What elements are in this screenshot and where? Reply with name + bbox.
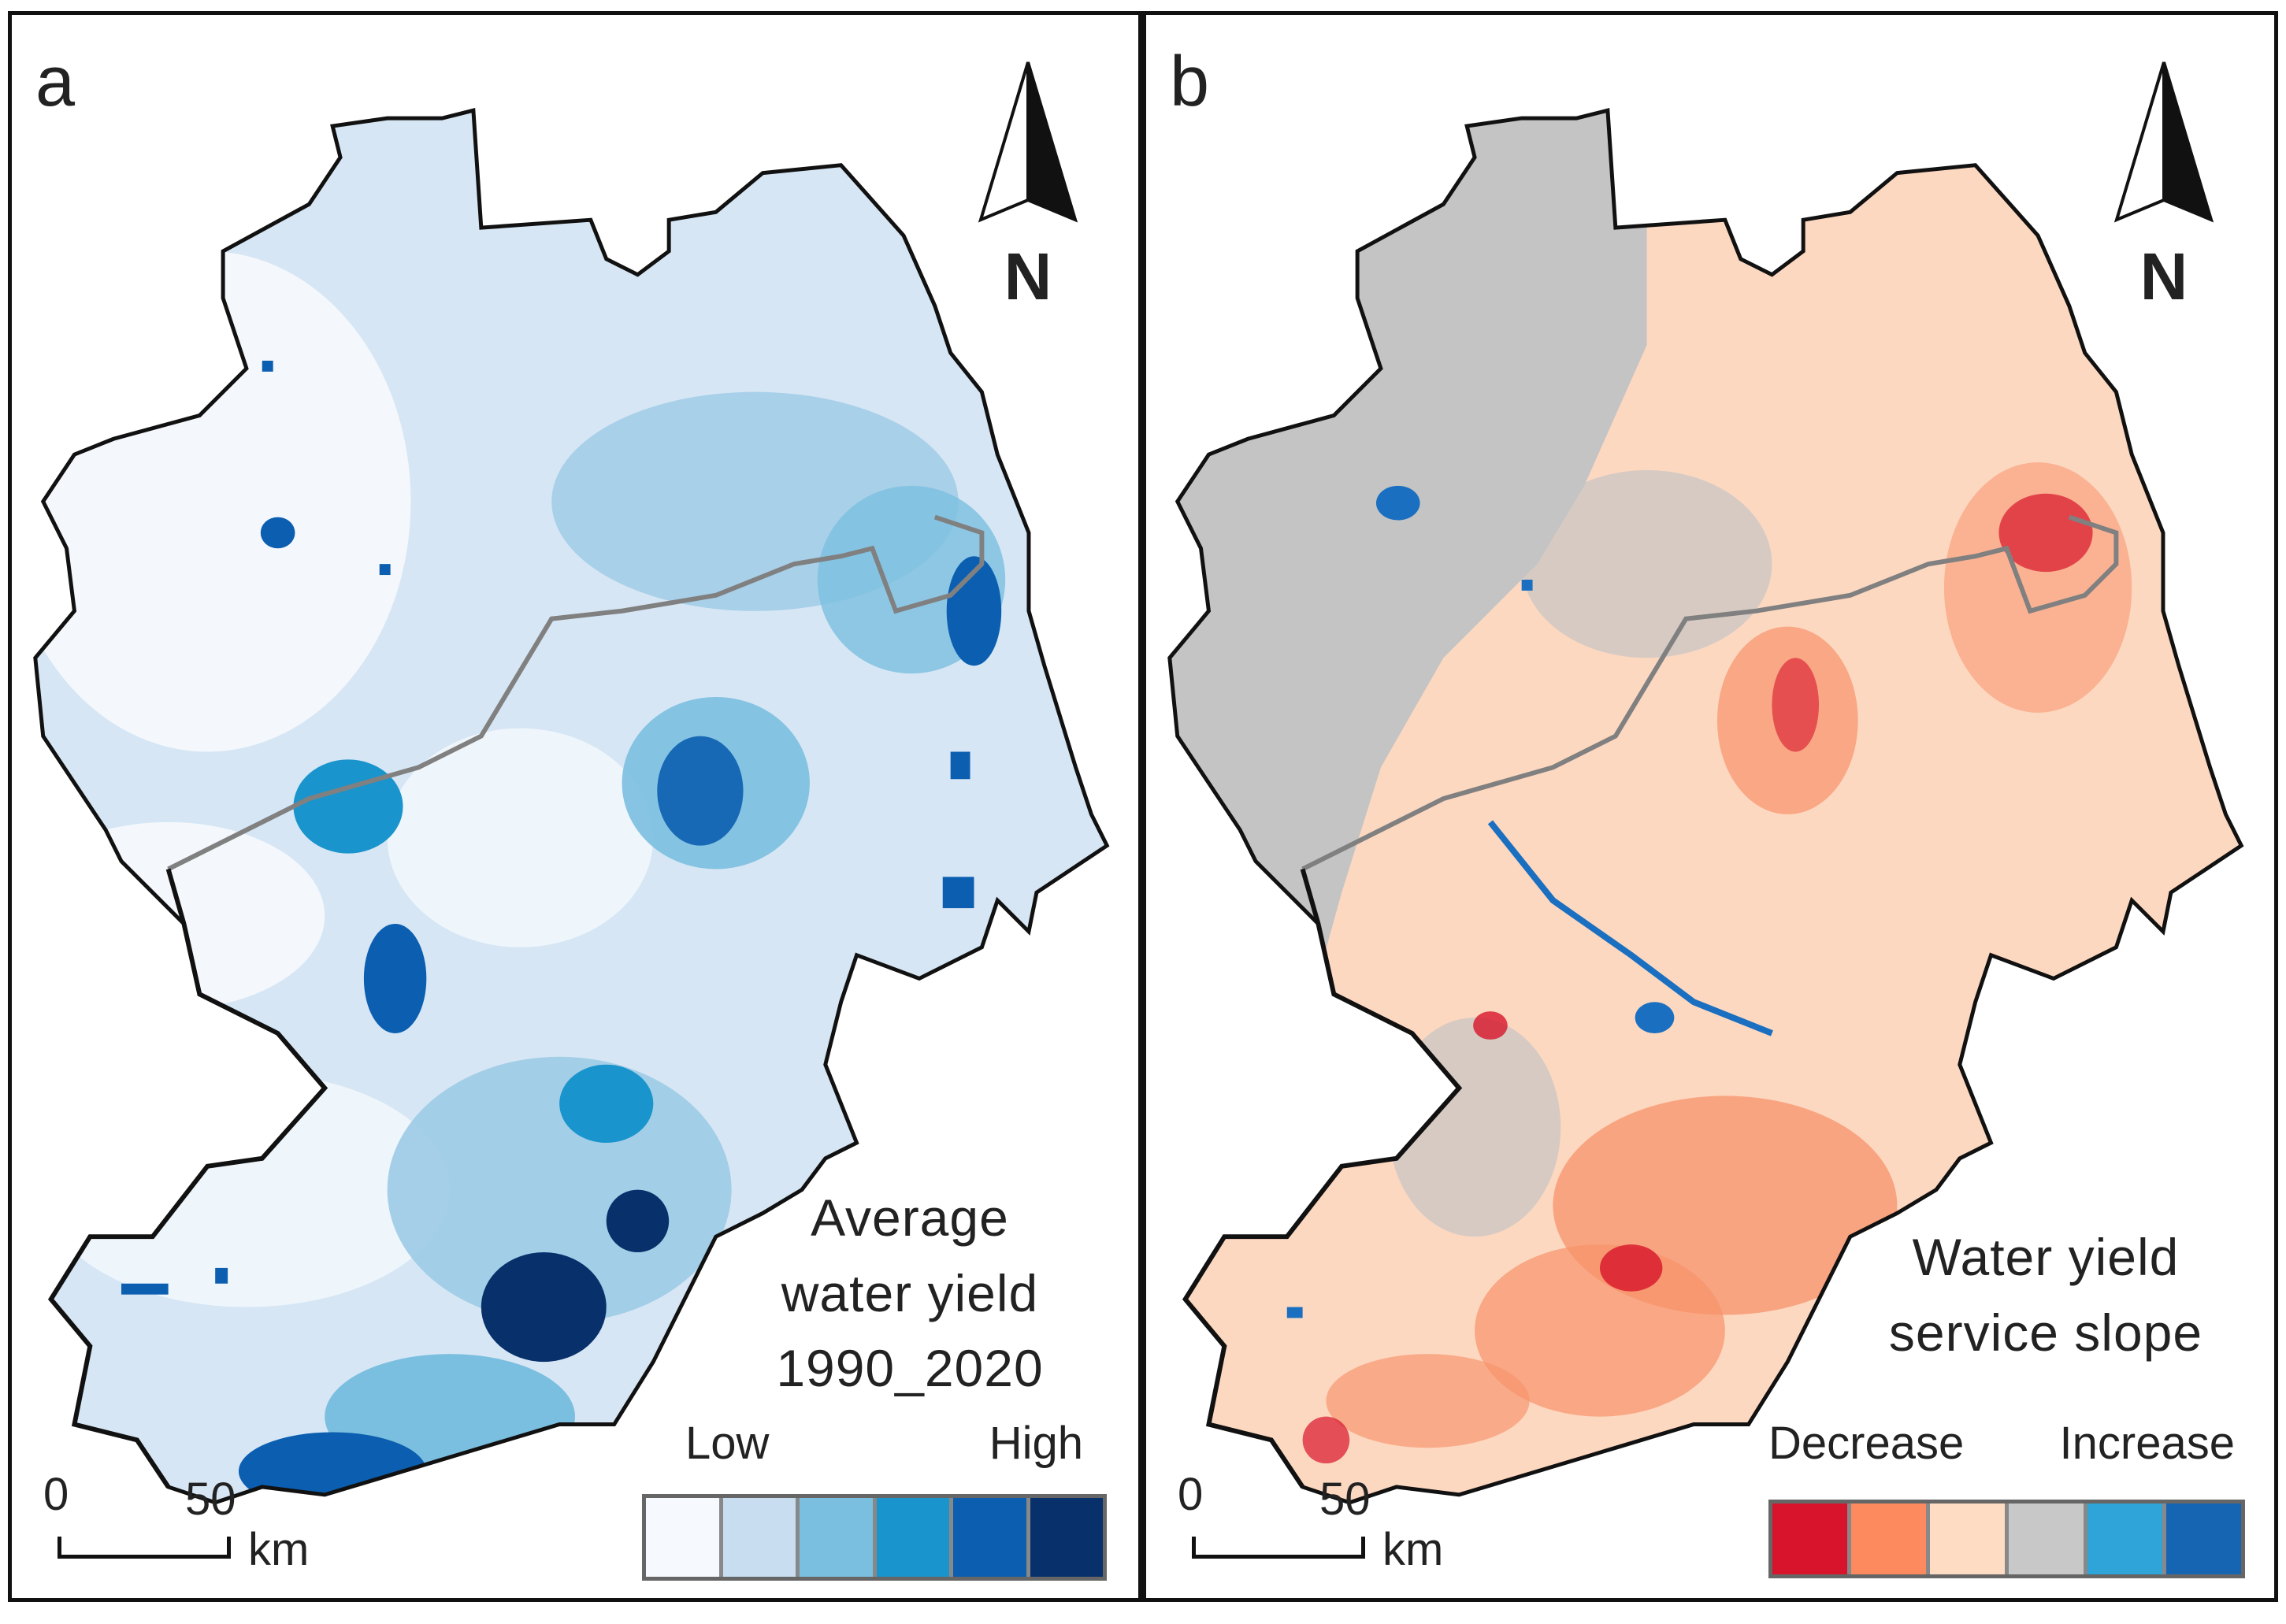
legend-title-line: water yield	[781, 1263, 1039, 1322]
legend-swatch	[722, 1498, 796, 1577]
scale-unit-b: km	[1382, 1524, 1444, 1575]
north-arrow-a: N	[973, 54, 1083, 310]
legend-swatch	[2166, 1503, 2241, 1574]
legend-swatch	[876, 1498, 949, 1577]
legend-swatch	[1772, 1503, 1847, 1574]
legend-swatch	[2009, 1503, 2084, 1574]
scale-end-b: 50	[1319, 1474, 1371, 1525]
map-a	[12, 15, 1138, 1598]
legend-low-a: Low	[685, 1418, 770, 1469]
legend-swatch	[953, 1498, 1026, 1577]
legend-swatch	[1930, 1503, 2005, 1574]
map-b	[1146, 15, 2274, 1598]
scale-end-a: 50	[185, 1474, 236, 1525]
legend-title-line: Average	[811, 1188, 1009, 1247]
north-arrow-icon	[978, 61, 1078, 223]
north-label-a: N	[1004, 239, 1052, 313]
legend-title-line: Water yield	[1912, 1228, 2180, 1286]
scale-line-a	[58, 1537, 231, 1559]
legend-swatch	[646, 1498, 719, 1577]
panel-a: a N Average water yield 1990_2020 Low Hi…	[8, 11, 1142, 1602]
panel-letter-b: b	[1170, 43, 1210, 121]
scale-line-b	[1192, 1537, 1365, 1559]
scale-unit-a: km	[248, 1524, 310, 1575]
panel-b: b N Water yield service slope Decrease I…	[1142, 11, 2278, 1602]
legend-swatch	[1030, 1498, 1103, 1577]
scale-bar-a: 0 50 km	[43, 1469, 309, 1574]
legend-swatch	[1851, 1503, 1926, 1574]
legend-bar-a	[642, 1494, 1107, 1581]
legend-swatch	[2087, 1503, 2162, 1574]
legend-title-b: Water yield service slope	[1849, 1220, 2243, 1370]
legend-title-line: 1990_2020	[776, 1339, 1044, 1398]
panel-letter-a: a	[35, 43, 76, 121]
scale-start-a: 0	[43, 1469, 69, 1520]
north-label-b: N	[2139, 239, 2188, 313]
scale-bar-b: 0 50 km	[1178, 1469, 1443, 1574]
legend-swatch	[800, 1498, 873, 1577]
north-arrow-b: N	[2109, 54, 2219, 310]
north-arrow-icon	[2113, 61, 2214, 223]
legend-low-b: Decrease	[1768, 1418, 1965, 1469]
legend-bar-b	[1768, 1500, 2245, 1578]
scale-start-b: 0	[1178, 1469, 1204, 1520]
legend-title-a: Average water yield 1990_2020	[729, 1181, 1091, 1407]
legend-high-b: Increase	[2059, 1418, 2235, 1469]
legend-high-a: High	[989, 1418, 1083, 1469]
legend-title-line: service slope	[1888, 1303, 2203, 1362]
